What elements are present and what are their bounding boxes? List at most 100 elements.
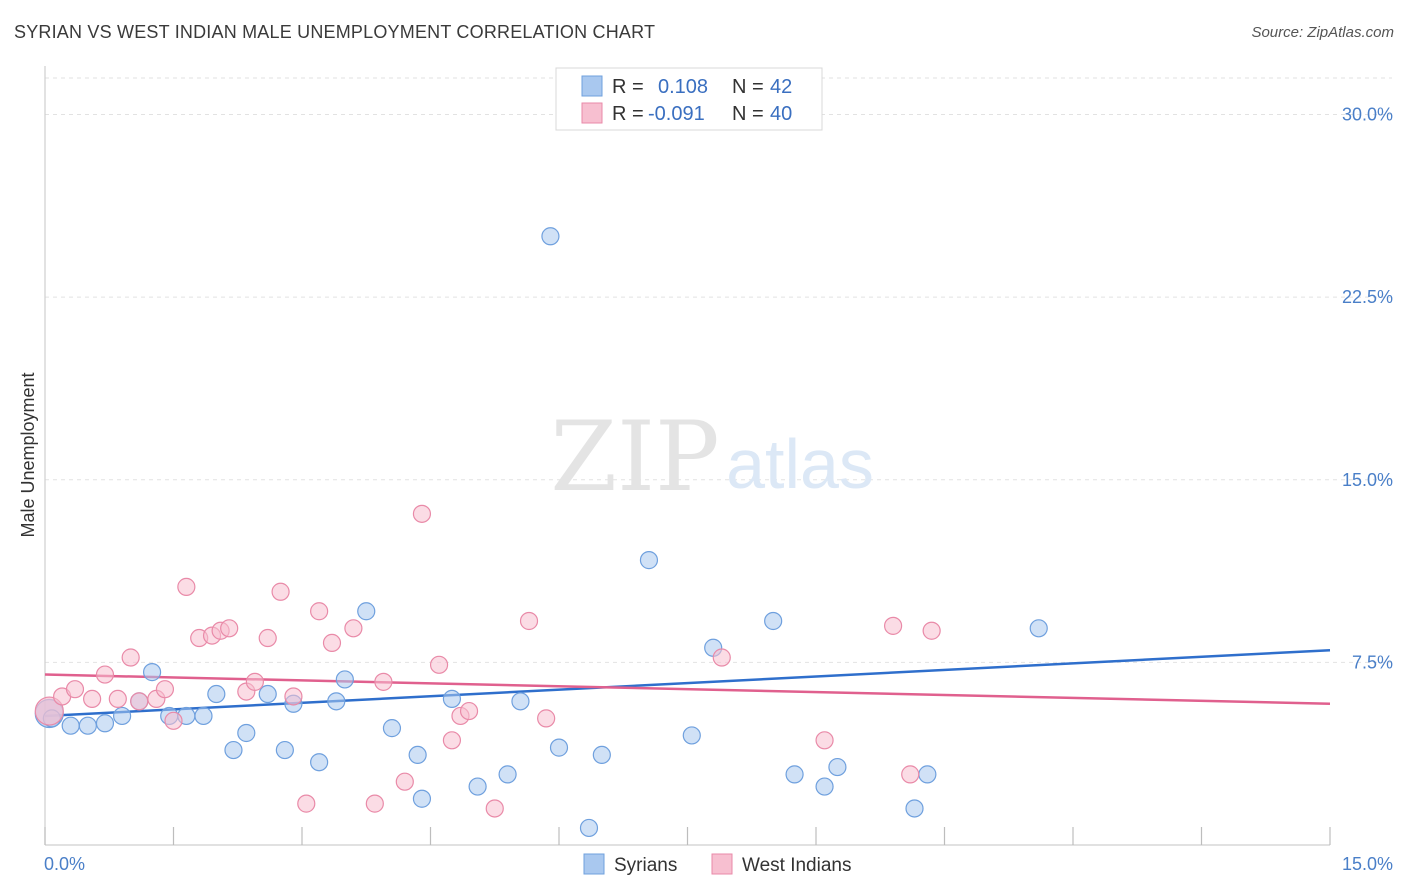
bottom-legend-swatch-west-indians bbox=[711, 853, 733, 875]
point-syrians bbox=[382, 719, 402, 738]
point-syrians bbox=[207, 684, 226, 704]
point-syrians bbox=[194, 706, 213, 726]
point-west-indians bbox=[95, 665, 115, 684]
watermark-zip: ZIP bbox=[550, 401, 719, 513]
point-syrians bbox=[541, 227, 560, 246]
point-syrians bbox=[918, 765, 937, 784]
point-west-indians bbox=[901, 765, 920, 784]
point-west-indians bbox=[922, 621, 941, 640]
point-syrians bbox=[327, 692, 346, 711]
point-syrians bbox=[579, 818, 599, 838]
point-syrians bbox=[549, 738, 569, 757]
point-west-indians bbox=[815, 731, 834, 750]
legend-r-value-west-indians: -0.091 bbox=[648, 103, 705, 125]
bottom-legend: Syrians West Indians bbox=[583, 853, 851, 876]
point-west-indians bbox=[164, 711, 183, 730]
point-west-indians bbox=[459, 701, 479, 721]
point-west-indians bbox=[310, 602, 329, 621]
y-tick-label: 30.0% bbox=[1342, 105, 1393, 125]
point-syrians bbox=[639, 551, 659, 570]
point-west-indians bbox=[297, 794, 316, 813]
point-syrians bbox=[78, 716, 97, 735]
trend-lines bbox=[44, 648, 1331, 718]
point-west-indians bbox=[245, 672, 264, 691]
point-syrians bbox=[61, 716, 80, 735]
point-west-indians bbox=[121, 648, 140, 667]
x-tick-label-max: 15.0% bbox=[1342, 854, 1393, 874]
point-syrians bbox=[95, 714, 115, 733]
chart-title: SYRIAN VS WEST INDIAN MALE UNEMPLOYMENT … bbox=[14, 22, 656, 42]
point-syrians bbox=[905, 799, 924, 818]
bottom-legend-label-syrians: Syrians bbox=[614, 855, 677, 876]
point-syrians bbox=[785, 765, 804, 784]
y-tick-label: 22.5% bbox=[1342, 287, 1393, 307]
point-west-indians bbox=[130, 692, 149, 711]
point-syrians bbox=[815, 777, 834, 796]
point-west-indians bbox=[271, 582, 290, 601]
point-syrians bbox=[335, 670, 354, 689]
point-west-indians bbox=[177, 577, 196, 596]
point-west-indians bbox=[395, 772, 414, 791]
watermark: ZIP atlas bbox=[550, 401, 874, 513]
trend-line-syrians bbox=[44, 648, 1331, 718]
legend-n-label-syrians: N = bbox=[732, 76, 764, 98]
legend-swatch-syrians bbox=[581, 75, 603, 97]
point-west-indians bbox=[155, 680, 175, 699]
point-west-indians bbox=[108, 689, 127, 709]
point-syrians bbox=[592, 745, 611, 765]
point-syrians bbox=[468, 777, 487, 796]
point-west-indians bbox=[34, 696, 64, 726]
point-syrians bbox=[498, 765, 517, 784]
point-west-indians bbox=[442, 731, 462, 750]
bottom-legend-swatch-syrians bbox=[583, 853, 605, 875]
point-syrians bbox=[682, 726, 701, 745]
legend-swatch-west-indians bbox=[581, 102, 603, 124]
point-west-indians bbox=[284, 687, 303, 706]
y-tick-label: 15.0% bbox=[1342, 470, 1393, 490]
legend-n-value-west-indians: 40 bbox=[770, 103, 792, 125]
legend: R = 0.108 N = 42 R = -0.091 N = 40 bbox=[555, 67, 823, 131]
bottom-legend-label-west-indians: West Indians bbox=[742, 855, 851, 876]
y-axis-title: Male Unemployment bbox=[18, 372, 38, 537]
legend-n-label-west-indians: N = bbox=[732, 103, 764, 125]
point-syrians bbox=[224, 740, 243, 760]
point-syrians bbox=[275, 740, 294, 760]
source-label: Source: ZipAtlas.com bbox=[1251, 24, 1394, 41]
point-west-indians bbox=[65, 680, 85, 699]
point-syrians bbox=[408, 745, 427, 765]
point-west-indians bbox=[537, 709, 556, 728]
y-tick-labels: 7.5% 15.0% 22.5% 30.0% bbox=[1342, 105, 1393, 673]
point-west-indians bbox=[258, 628, 277, 648]
point-syrians bbox=[237, 723, 256, 743]
legend-n-value-syrians: 42 bbox=[770, 76, 792, 98]
point-west-indians bbox=[365, 794, 384, 813]
point-syrians bbox=[412, 789, 432, 808]
point-syrians bbox=[258, 684, 277, 704]
legend-r-value-syrians: 0.108 bbox=[658, 76, 708, 98]
grid bbox=[45, 77, 1392, 663]
point-syrians bbox=[357, 602, 376, 621]
watermark-atlas: atlas bbox=[726, 425, 874, 503]
point-west-indians bbox=[220, 619, 239, 638]
x-tick-labels: 0.0% 15.0% bbox=[44, 854, 1393, 874]
point-west-indians bbox=[883, 616, 903, 635]
point-west-indians bbox=[344, 619, 363, 638]
point-syrians bbox=[764, 611, 783, 631]
point-syrians bbox=[112, 706, 132, 726]
point-west-indians bbox=[374, 672, 393, 691]
data-points bbox=[34, 227, 1048, 838]
point-west-indians bbox=[712, 648, 731, 667]
point-west-indians bbox=[519, 611, 539, 631]
point-west-indians bbox=[322, 633, 342, 653]
point-syrians bbox=[142, 663, 162, 682]
y-tick-label: 7.5% bbox=[1352, 652, 1393, 672]
point-west-indians bbox=[83, 689, 102, 709]
point-syrians bbox=[442, 689, 462, 709]
legend-r-label-west-indians: R = bbox=[612, 103, 644, 125]
point-west-indians bbox=[412, 504, 432, 523]
point-syrians bbox=[828, 757, 847, 777]
point-syrians bbox=[511, 692, 530, 711]
point-west-indians bbox=[429, 655, 449, 674]
point-syrians bbox=[1029, 619, 1048, 638]
